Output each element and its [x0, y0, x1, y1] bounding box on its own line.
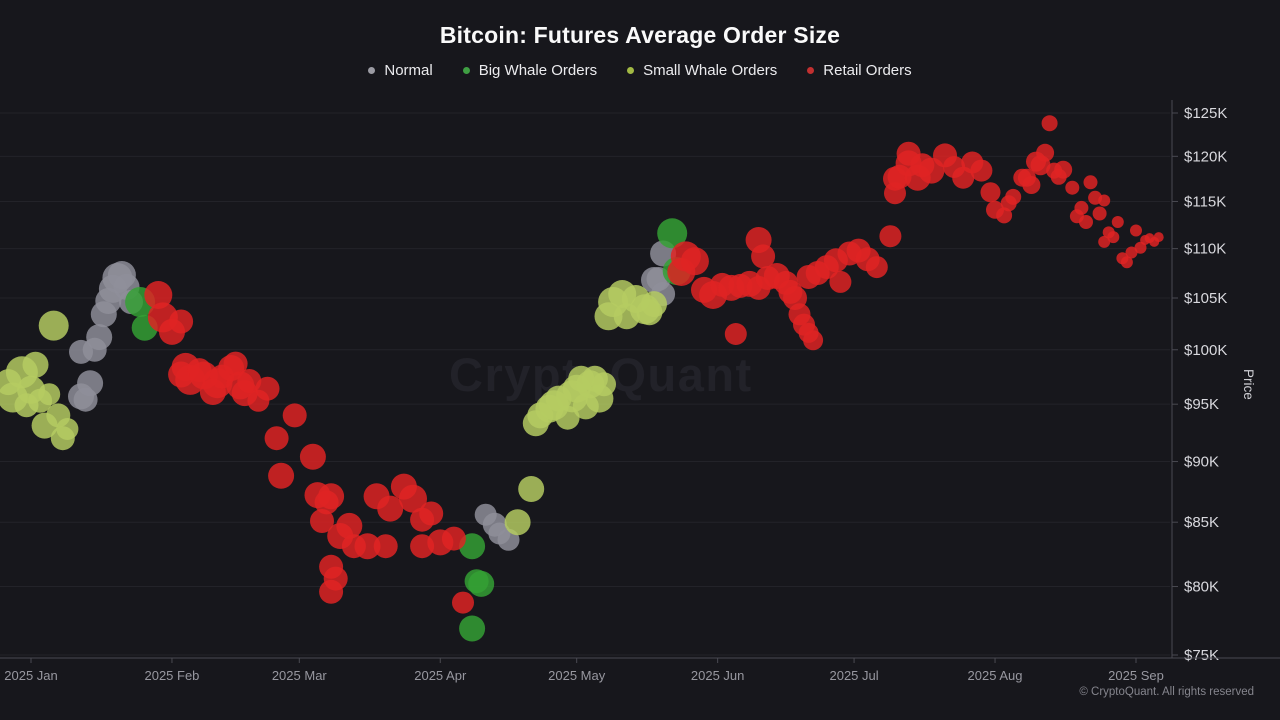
svg-text:$115K: $115K — [1184, 193, 1226, 210]
svg-text:2025 Jul: 2025 Jul — [829, 668, 878, 683]
legend-item-normal[interactable]: Normal — [368, 62, 433, 79]
svg-text:2025 Apr: 2025 Apr — [414, 668, 467, 683]
legend-item-small-whale[interactable]: Small Whale Orders — [627, 62, 777, 79]
svg-text:2025 May: 2025 May — [548, 668, 606, 683]
retail-dot-icon — [807, 67, 815, 74]
svg-text:$75K: $75K — [1184, 647, 1219, 664]
copyright-text: © CryptoQuant. All rights reserved — [1079, 686, 1254, 698]
svg-text:2025 Jun: 2025 Jun — [691, 668, 745, 683]
small-whale-dot-icon — [627, 67, 635, 74]
svg-text:$85K: $85K — [1184, 514, 1219, 531]
svg-text:2025 Mar: 2025 Mar — [272, 668, 328, 683]
svg-text:2025 Feb: 2025 Feb — [144, 668, 199, 683]
svg-text:$80K: $80K — [1184, 579, 1219, 596]
legend-item-retail[interactable]: Retail Orders — [807, 62, 912, 79]
legend-item-big-whale[interactable]: Big Whale Orders — [462, 62, 598, 79]
legend-item-label: Small Whale Orders — [643, 62, 778, 79]
svg-text:Price: Price — [1241, 369, 1256, 400]
legend-item-label: Retail Orders — [823, 62, 912, 79]
legend-item-label: Big Whale Orders — [478, 62, 598, 79]
normal-dot-icon — [368, 67, 376, 74]
svg-text:$125K: $125K — [1184, 105, 1227, 122]
svg-text:2025 Jan: 2025 Jan — [4, 668, 58, 683]
legend: Normal Big Whale Orders Small Whale Orde… — [0, 62, 1280, 79]
legend-item-label: Normal — [384, 62, 433, 79]
svg-text:$100K: $100K — [1184, 342, 1227, 359]
data-points[interactable] — [0, 115, 1164, 642]
axis-labels: $125K $120K $115K $110K $105K $100K $95K $90K $8… — [0, 100, 1280, 683]
svg-text:$90K: $90K — [1184, 454, 1219, 471]
svg-text:$105K: $105K — [1184, 290, 1227, 307]
svg-text:$110K: $110K — [1184, 241, 1226, 258]
svg-text:2025 Aug: 2025 Aug — [968, 668, 1023, 683]
svg-text:2025 Sep: 2025 Sep — [1108, 668, 1164, 683]
big-whale-dot-icon — [462, 67, 470, 74]
svg-text:$95K: $95K — [1184, 396, 1219, 413]
svg-text:$120K: $120K — [1184, 148, 1227, 165]
page-title: Bitcoin: Futures Average Order Size — [439, 22, 841, 48]
